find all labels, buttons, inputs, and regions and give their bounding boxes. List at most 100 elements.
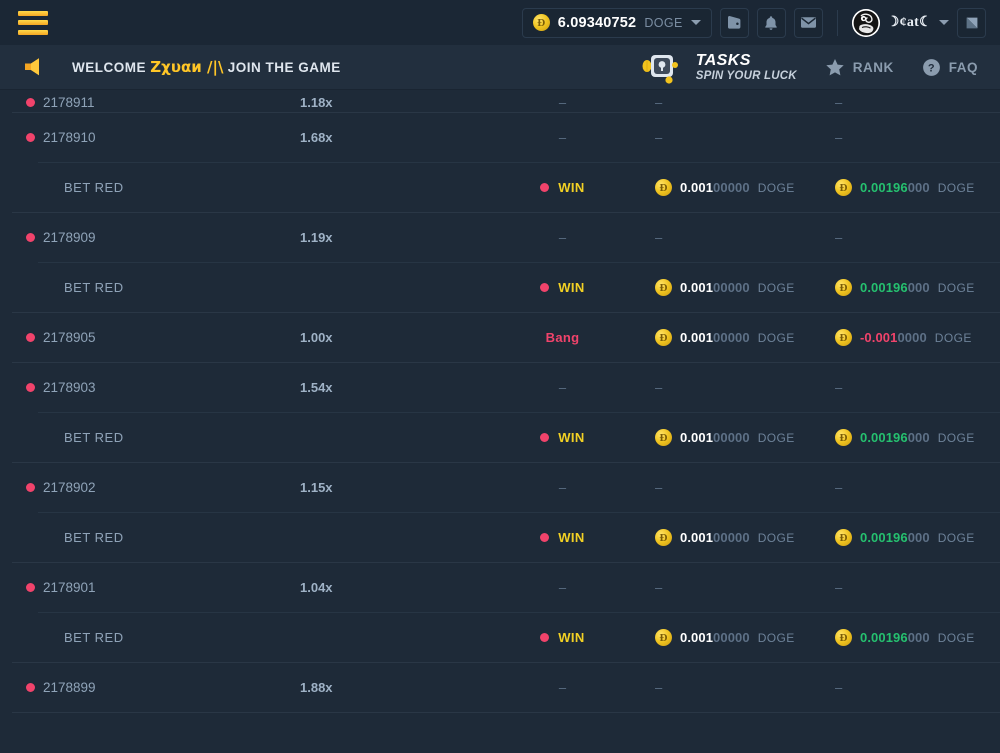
chevron-down-icon[interactable]	[939, 20, 949, 25]
amount-significant: -0.001	[860, 330, 898, 345]
bet-amount-cell: –	[655, 480, 835, 495]
bet-label-cell: BET RED	[0, 280, 290, 295]
wallet-button[interactable]	[719, 7, 749, 38]
bet-label-cell: BET RED	[0, 430, 290, 445]
doge-coin-icon: Ð	[655, 429, 672, 446]
table-row[interactable]: BET RED WIN Ð 0.00100000 DOGE Ð 0.00196000 DOGE	[0, 163, 1000, 212]
row-separator-inner	[38, 412, 1000, 413]
status-color-dot-red	[540, 283, 550, 292]
round-color-dot-red	[26, 98, 35, 107]
row-separator-inner	[38, 612, 1000, 613]
profit-cell: Ð 0.00196000 DOGE	[835, 429, 1000, 446]
status-win: WIN	[558, 630, 585, 645]
bet-label-cell: BET RED	[0, 530, 290, 545]
balance-selector[interactable]: Ð 6.09340752 DOGE	[521, 7, 712, 38]
row-separator	[12, 312, 1000, 313]
amount-currency: DOGE	[934, 330, 972, 345]
table-row[interactable]: 2178905 1.00x Bang Ð 0.00100000 DOGE Ð -0.00100…	[0, 313, 1000, 362]
user-menu[interactable]: ☽¢at☾	[851, 8, 949, 37]
round-id: 2178902	[43, 480, 96, 495]
chevron-down-icon[interactable]	[690, 20, 701, 25]
messages-button[interactable]	[793, 7, 823, 38]
hamburger-menu-icon[interactable]	[18, 10, 48, 35]
status-cell: WIN	[470, 630, 655, 645]
status-color-dot-red	[540, 533, 550, 542]
faq-link[interactable]: ? FAQ	[922, 58, 978, 77]
bet-amount-cell: Ð 0.00100000 DOGE	[655, 629, 835, 646]
round-id-cell: 2178911	[0, 95, 290, 112]
tasks-button[interactable]: TASKS SPIN YOUR LUCK	[640, 49, 797, 85]
round-color-dot-red	[26, 683, 35, 692]
amount-currency: DOGE	[757, 330, 795, 345]
welcome-suffix: JOIN THE GAME	[227, 60, 341, 75]
amount-group: Ð 0.00196000 DOGE	[835, 279, 975, 296]
table-row[interactable]: BET RED WIN Ð 0.00100000 DOGE Ð 0.00196000 DOGE	[0, 613, 1000, 662]
round-group: 2178903 1.54x – – – BET RED WIN Ð 0.00100000 DOGE…	[0, 363, 1000, 462]
amount-trailing-zeros: 00000	[713, 430, 750, 445]
doge-coin-icon: Ð	[835, 429, 852, 446]
amount-significant: 0.001	[680, 280, 714, 295]
notifications-button[interactable]	[756, 7, 786, 38]
amount-value: 0.00196000	[860, 280, 930, 295]
bet-label: BET RED	[64, 530, 124, 545]
bet-label-cell: BET RED	[0, 630, 290, 645]
multiplier-value: 1.00x	[300, 330, 333, 345]
amount-value: 0.00100000	[680, 530, 750, 545]
banner-actions: TASKS SPIN YOUR LUCK RANK ? FAQ	[640, 49, 1000, 85]
table-row[interactable]: 2178899 1.88x – – –	[0, 663, 1000, 712]
round-group: 2178902 1.15x – – – BET RED WIN Ð 0.00100000 DOGE…	[0, 463, 1000, 562]
table-row[interactable]: 2178909 1.19x – – –	[0, 213, 1000, 262]
status-cell: –	[470, 130, 655, 145]
empty-dash: –	[558, 230, 567, 245]
balance-amount: 6.09340752	[557, 14, 637, 31]
round-group: 2178899 1.88x – – –	[0, 663, 1000, 712]
table-row[interactable]: BET RED WIN Ð 0.00100000 DOGE Ð 0.00196000 DOGE	[0, 413, 1000, 462]
doge-coin-icon: Ð	[835, 629, 852, 646]
doge-coin-icon: Ð	[835, 179, 852, 196]
amount-significant: 0.00196	[860, 630, 908, 645]
hamburger-line	[18, 20, 48, 25]
amount-currency: DOGE	[757, 280, 795, 295]
table-row[interactable]: BET RED WIN Ð 0.00100000 DOGE Ð 0.00196000 DOGE	[0, 513, 1000, 562]
table-row[interactable]: 2178910 1.68x – – –	[0, 113, 1000, 162]
top-nav-right-group: Ð 6.09340752 DOGE	[521, 7, 1000, 38]
username-label: ☽¢at☾	[886, 15, 932, 30]
doge-coin-icon: Ð	[655, 179, 672, 196]
empty-dash: –	[835, 680, 843, 695]
amount-trailing-zeros: 000	[907, 530, 930, 545]
status-color-dot-red	[540, 633, 550, 642]
round-id: 2178910	[43, 130, 96, 145]
bet-amount-cell: –	[655, 380, 835, 395]
profit-cell: Ð 0.00196000 DOGE	[835, 179, 1000, 196]
multiplier-value: 1.04x	[300, 580, 333, 595]
table-row[interactable]: 2178901 1.04x – – –	[0, 563, 1000, 612]
rank-link[interactable]: RANK	[825, 58, 894, 77]
amount-significant: 0.00196	[860, 280, 908, 295]
profit-cell: Ð 0.00196000 DOGE	[835, 629, 1000, 646]
multiplier-value: 1.18x	[300, 95, 333, 110]
multiplier-value: 1.19x	[300, 230, 333, 245]
amount-trailing-zeros: 00000	[713, 530, 750, 545]
row-separator-inner	[38, 162, 1000, 163]
top-navigation-bar: Ð 6.09340752 DOGE	[0, 0, 1000, 45]
table-row[interactable]: 2178903 1.54x – – –	[0, 363, 1000, 412]
nav-divider	[836, 9, 838, 36]
table-row[interactable]: 2178902 1.15x – – –	[0, 463, 1000, 512]
amount-group: Ð 0.00100000 DOGE	[655, 179, 795, 196]
multiplier-value: 1.88x	[300, 680, 333, 695]
language-button[interactable]	[957, 7, 986, 38]
slot-machine-icon	[642, 55, 678, 84]
profit-cell: Ð 0.00196000 DOGE	[835, 529, 1000, 546]
empty-dash: –	[558, 380, 567, 395]
round-id-cell: 2178902	[0, 480, 290, 495]
empty-dash: –	[655, 130, 663, 145]
amount-value: 0.00100000	[680, 280, 750, 295]
bet-amount-cell: Ð 0.00100000 DOGE	[655, 529, 835, 546]
round-id: 2178901	[43, 580, 96, 595]
bell-icon	[765, 15, 777, 30]
empty-dash: –	[558, 680, 567, 695]
amount-significant: 0.00196	[860, 530, 908, 545]
table-row[interactable]: 2178911 1.18x – – –	[0, 90, 1000, 112]
table-row[interactable]: BET RED WIN Ð 0.00100000 DOGE Ð 0.00196000 DOGE	[0, 263, 1000, 312]
empty-dash: –	[558, 580, 567, 595]
